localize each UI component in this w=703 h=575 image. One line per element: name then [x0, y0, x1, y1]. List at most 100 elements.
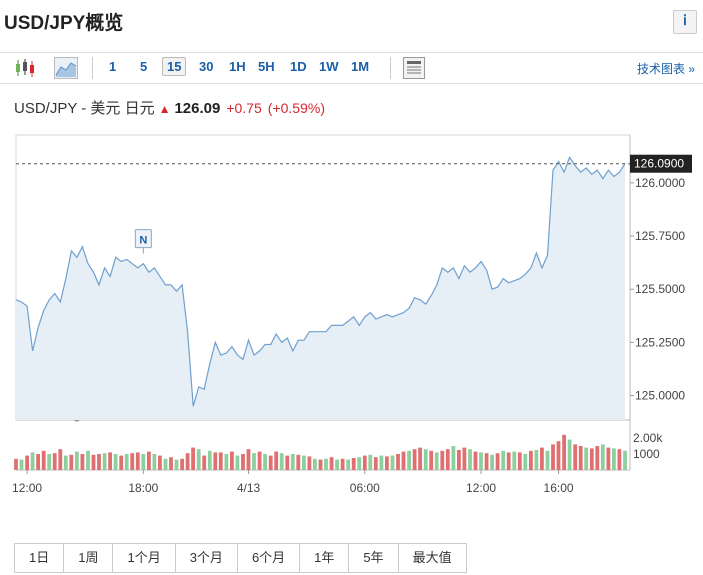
volume-bar [63, 455, 68, 470]
volume-bar [147, 451, 151, 470]
page-title: USD/JPY概览 [4, 13, 124, 34]
volume-bar [91, 454, 96, 470]
volume-bar [163, 458, 168, 470]
volume-bar [351, 458, 356, 470]
volume-bar [451, 446, 456, 470]
volume-bar [445, 449, 450, 470]
volume-bar [362, 455, 367, 470]
x-tick-label: 18:00 [128, 481, 158, 495]
volume-bar [285, 455, 290, 470]
price-area [16, 157, 625, 421]
interval-1mo[interactable]: 1M [351, 59, 370, 74]
interval-1w[interactable]: 1W [319, 59, 339, 74]
volume-bar [58, 449, 63, 470]
volume-bar [235, 455, 240, 470]
volume-bar [484, 453, 489, 470]
volume-bar [412, 449, 417, 470]
volume-bar [241, 454, 245, 470]
interval-5h[interactable]: 5H [258, 59, 275, 74]
volume-bar [257, 451, 262, 470]
x-tick-label: 12:00 [12, 481, 42, 495]
volume-bar [224, 454, 229, 470]
interval-30m[interactable]: 30 [199, 59, 214, 74]
interval-15m[interactable]: 15 [162, 57, 187, 76]
volume-bar [396, 454, 400, 470]
price-line [15, 155, 626, 407]
volume-bar [274, 451, 279, 470]
range-1w[interactable]: 1周 [64, 544, 114, 572]
interval-1h[interactable]: 1H [229, 59, 246, 74]
range-3mo[interactable]: 3个月 [176, 544, 238, 572]
volume-tick-label: 1000 [633, 447, 660, 461]
volume-bar [213, 452, 218, 470]
range-1d[interactable]: 1日 [15, 544, 65, 572]
volume-bar [268, 455, 273, 470]
y-tick-label: 125.7500 [635, 229, 685, 243]
volume-bar [606, 447, 611, 470]
candlestick-chart-icon[interactable] [14, 58, 36, 78]
volume-bar [534, 450, 539, 470]
x-tick-label: 12:00 [466, 481, 496, 495]
volume-bar [196, 449, 201, 470]
volume-bar [218, 452, 223, 470]
volume-bar [495, 453, 500, 470]
table-icon[interactable] [403, 57, 425, 79]
volume-bar [135, 452, 140, 470]
range-1mo[interactable]: 1个月 [113, 544, 176, 572]
volume-bar [75, 451, 79, 470]
price-chart[interactable]: 126.0000 125.7500 125.5000 125.2500 125.0000… [0, 120, 703, 515]
volume-bar [169, 457, 173, 470]
y-tick-label: 126.0000 [635, 176, 685, 190]
volume-bar [124, 454, 129, 470]
info-icon[interactable]: ⅰ [673, 10, 697, 34]
volume-bar [457, 450, 461, 470]
volume-bar [329, 457, 334, 470]
volume-bar [589, 448, 594, 470]
interval-1d[interactable]: 1D [290, 59, 307, 74]
area-chart-icon[interactable] [54, 57, 78, 79]
volume-bar [540, 447, 544, 470]
volume-bar [152, 454, 157, 470]
y-tick-label: 125.2500 [635, 335, 685, 349]
volume-bar [517, 452, 522, 470]
volume-bar [36, 454, 40, 470]
news-marker-label: N [139, 235, 147, 247]
price-change-percent: (+0.59%) [267, 100, 325, 116]
current-price-tag [630, 154, 692, 173]
volume-bar [551, 444, 555, 470]
volume-bar [379, 455, 384, 470]
volume-bar [174, 459, 179, 470]
volume-bar [202, 455, 207, 470]
volume-bar [296, 454, 301, 470]
y-tick-label: 125.5000 [635, 282, 685, 296]
volume-bar [479, 452, 483, 470]
range-max[interactable]: 最大值 [412, 550, 452, 565]
volume-bar [584, 447, 589, 470]
range-5y[interactable]: 5年 [349, 544, 399, 572]
volume-bar [185, 453, 190, 470]
range-6mo[interactable]: 6个月 [238, 544, 301, 572]
volume-bar [595, 446, 600, 470]
chart-toolbar: 1 5 15 30 1H 5H 1D 1W 1M 技术图表 » [0, 52, 703, 84]
volume-bar [418, 447, 422, 470]
last-price: 126.09 [174, 100, 221, 117]
y-tick-label: 125.0000 [635, 389, 685, 403]
volume-bar [407, 450, 411, 470]
volume-bar [385, 456, 389, 470]
x-tick-label: 06:00 [350, 481, 380, 495]
interval-1m[interactable]: 1 [109, 59, 117, 74]
volume-bar [346, 459, 351, 470]
volume-bar [230, 451, 234, 470]
volume-bar [102, 453, 107, 470]
range-1y[interactable]: 1年 [300, 544, 350, 572]
volume-bar [324, 458, 328, 470]
volume-bar [279, 453, 284, 470]
volume-bar [335, 459, 339, 470]
quote-bar: USD/JPY - 美元 日元 ▲ 126.09 +0.75 (+0.59%) [14, 97, 325, 118]
x-tick-label: 4/13 [237, 481, 261, 495]
interval-5m[interactable]: 5 [140, 59, 148, 74]
volume-bar [158, 455, 162, 470]
volume-bar [69, 454, 74, 470]
technical-chart-link[interactable]: 技术图表 » [636, 62, 695, 76]
volume-bar [191, 447, 195, 470]
